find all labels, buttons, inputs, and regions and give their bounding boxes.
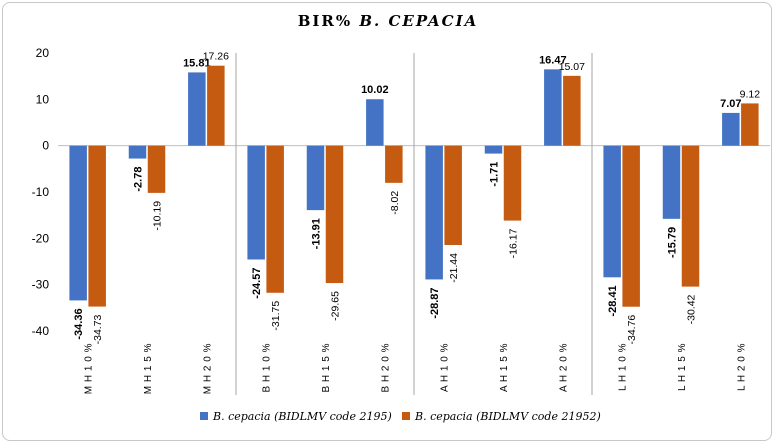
y-axis: 20 10 0 -10 -20 -30 -40 [32,46,50,338]
data-label-series-1: -24.57 [251,268,263,299]
data-label-series-2: -21.44 [448,253,460,283]
bar-series-2 [563,75,581,146]
category-label: L H 1 5 % [677,343,688,391]
legend-label-series-2: B. cepacia (BIDLMV code 21952) [414,410,601,423]
bar-series-2 [681,145,700,287]
y-tick-label: 10 [36,92,50,106]
data-label-series-2: -29.65 [330,291,342,321]
category-label: A H 2 0 % [558,343,569,392]
data-label-series-2: -8.02 [389,191,401,215]
legend-swatch-series-1 [200,412,208,420]
y-tick-label: -40 [32,324,50,338]
data-label-series-1: -15.79 [667,227,679,258]
data-label-series-2: 17.26 [203,51,229,63]
plot-area: -34.36 -34.73M H 1 0 % -2.78 -10.19 M H 1 5 … [58,51,770,395]
bar-series-1 [603,145,621,278]
bar-series-2 [444,145,462,246]
bar-series-1 [722,112,740,146]
chart-frame [2,2,772,441]
bar-series-1 [188,72,206,146]
bar-series-2 [88,145,106,307]
category-label: M H 1 0 % [84,343,95,394]
y-tick-label: -20 [32,231,50,245]
chart-title-prefix: BIR% [298,12,352,30]
data-label-series-2: 15.07 [559,61,585,73]
category-label: L H 2 0 % [736,343,747,391]
bar-series-2 [622,145,640,307]
bar-series-1 [544,69,562,146]
category-label: L H 1 0 % [618,343,629,391]
bar-series-1 [247,145,265,260]
data-label-series-2: -34.73 [92,314,104,344]
chart-title: BIR% B. CEPACIA [298,12,479,30]
bar-series-2 [207,65,225,146]
bar-series-1 [366,99,384,146]
data-label-series-1: -28.41 [607,285,619,316]
data-label-series-1: -34.36 [73,308,85,339]
data-label-series-1: 10.02 [361,84,389,96]
y-tick-label: -10 [32,185,50,199]
data-label-series-2: -10.19 [152,201,164,231]
data-label-series-1: 7.07 [720,98,741,110]
legend-swatch-series-2 [402,412,410,420]
category-label: B H 1 0 % [262,343,273,393]
bar-series-2 [266,145,284,293]
legend-label-series-1: B. cepacia (BIDLMV code 2195) [212,410,392,423]
data-label-series-2: -16.17 [508,228,520,258]
bar-series-1 [128,145,147,159]
y-tick-label: 0 [42,139,49,153]
data-label-series-1: -2.78 [133,167,145,192]
category-label: A H 1 0 % [440,343,451,392]
y-tick-label: -30 [32,278,50,292]
data-label-series-2: -34.76 [626,315,638,345]
data-label-series-2: -30.42 [686,294,698,324]
category-label: M H 2 0 % [202,343,213,394]
data-label-series-2: 9.12 [740,88,761,100]
bar-series-1 [425,145,443,280]
bar-series-1 [306,145,325,211]
bar-series-2 [147,145,166,193]
bar-series-2 [325,145,344,284]
data-label-series-1: 16.47 [539,54,567,66]
bar-series-2 [385,145,403,183]
category-label: M H 1 5 % [143,343,154,394]
bar-series-2 [503,145,522,221]
chart-title-species: B. CEPACIA [358,12,478,30]
y-tick-label: 20 [36,46,50,60]
data-label-series-1: -1.71 [489,162,501,187]
data-label-series-1: 15.81 [183,57,211,69]
category-label: B H 1 5 % [321,343,332,393]
category-label: B H 2 0 % [380,343,391,393]
legend: B. cepacia (BIDLMV code 2195) B. cepacia… [200,410,601,423]
category-label: A H 1 5 % [499,343,510,392]
bar-series-2 [741,103,759,146]
bar-series-1 [662,145,681,219]
data-label-series-1: -13.91 [311,218,323,249]
data-label-series-1: -28.87 [429,287,441,318]
data-label-series-2: -31.75 [270,301,282,331]
bar-series-1 [484,145,503,154]
bar-series-1 [69,145,87,301]
